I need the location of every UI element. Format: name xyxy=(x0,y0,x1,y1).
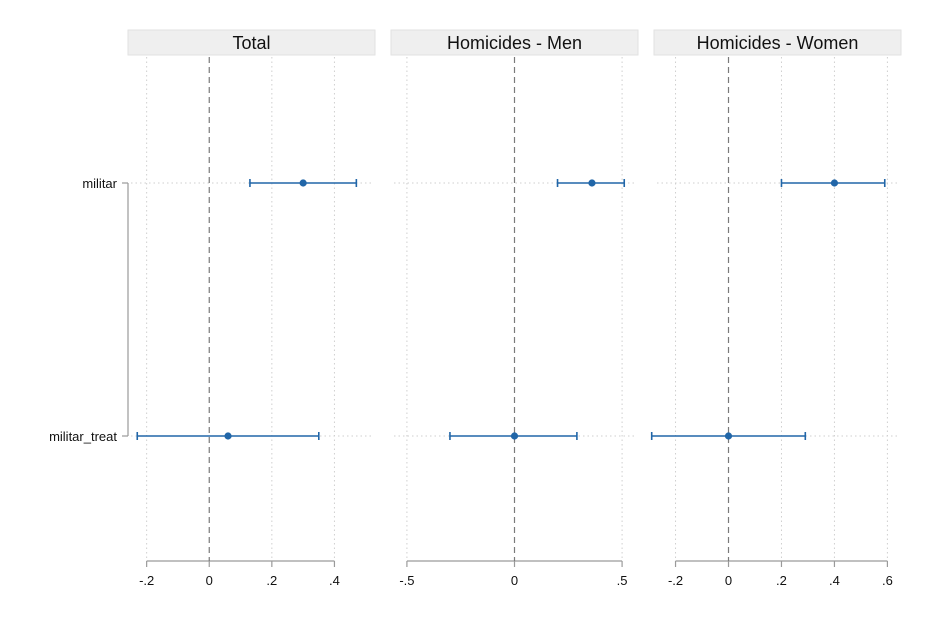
panel-title-1: Total xyxy=(232,33,270,53)
x-tick-label-1-1: -.2 xyxy=(139,573,154,588)
panel-header-3 xyxy=(653,29,902,56)
x-tick-label-3-5: .6 xyxy=(882,573,893,588)
x-tick-label-1-2: 0 xyxy=(206,573,213,588)
y-tick-label-militar: militar xyxy=(82,176,117,191)
panel-title-2: Homicides - Men xyxy=(447,33,582,53)
x-tick-label-1-4: .4 xyxy=(329,573,340,588)
panel-title-3: Homicides - Women xyxy=(697,33,859,53)
x-tick-label-3-2: 0 xyxy=(725,573,732,588)
point-estimate-2-militar xyxy=(588,179,596,187)
x-tick-label-2-1: -.5 xyxy=(399,573,414,588)
x-tick-label-3-1: -.2 xyxy=(668,573,683,588)
x-tick-label-2-3: .5 xyxy=(617,573,628,588)
point-estimate-2-militar_treat xyxy=(510,432,519,440)
point-estimate-3-militar_treat xyxy=(724,432,733,440)
panel-header-1 xyxy=(127,29,376,56)
x-tick-label-3-4: .4 xyxy=(829,573,840,588)
x-tick-label-3-3: .2 xyxy=(776,573,787,588)
x-tick-label-2-2: 0 xyxy=(511,573,518,588)
point-estimate-3-militar xyxy=(830,179,839,187)
point-estimate-1-militar xyxy=(299,179,307,187)
y-tick-label-militar_treat: militar_treat xyxy=(49,429,117,444)
x-tick-label-1-3: .2 xyxy=(266,573,277,588)
panel-header-2 xyxy=(390,29,639,56)
point-estimate-1-militar_treat xyxy=(224,432,232,440)
